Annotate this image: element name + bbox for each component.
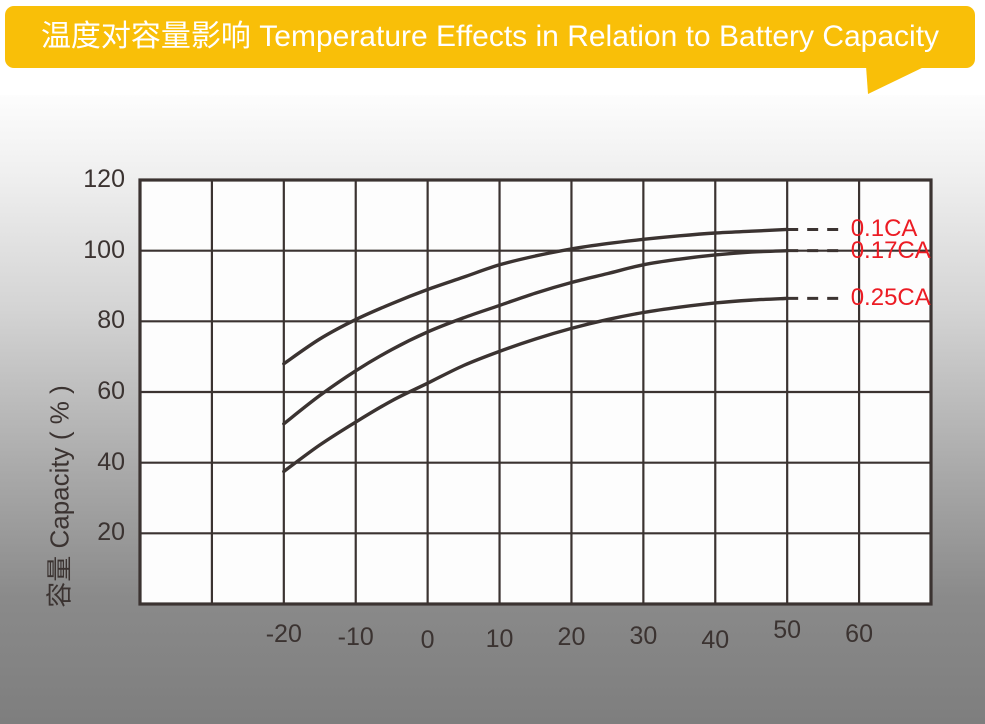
y-tick-label: 60 [97,377,125,405]
series-label-0.17ca: 0.17CA [850,236,931,264]
page-title: 温度对容量影响 Temperature Effects in Relation … [40,20,940,53]
plot-border [138,178,933,606]
y-tick-label: 40 [97,447,125,476]
series-label-0.25ca: 0.25CA [850,284,931,312]
chart-canvas: 20 40 60 80 100 120 -20 -10 0 10 20 30 40 50 60 0.1CA… [0,95,985,724]
leader-lines [787,227,845,300]
banner-tail-icon [866,66,926,94]
x-tick-label: 20 [557,623,586,651]
y-tick-label: 80 [97,306,125,335]
y-tick-label: 120 [83,165,125,193]
data-curves [282,227,789,474]
plot-svg [138,178,933,606]
x-tick-label: -10 [337,623,374,651]
curve-0.25ca [282,296,789,474]
x-tick-label: 40 [701,626,730,654]
horizontal-gridlines [140,249,931,535]
x-tick-label: 10 [485,625,514,653]
series-label-0.1ca: 0.1CA [850,215,918,243]
curve-0.17ca [282,248,789,426]
x-tick-label: 0 [420,626,435,654]
x-tick-label: 60 [845,620,873,648]
y-tick-label: 100 [83,235,125,264]
title-banner: 温度对容量影响 Temperature Effects in Relation … [5,6,975,68]
title-banner-wrapper: 温度对容量影响 Temperature Effects in Relation … [0,0,985,100]
x-tick-label: 50 [773,616,802,644]
y-axis-title: 容量 Capacity ( % ) [44,385,75,608]
curve-0.1ca [282,227,789,366]
x-tick-label: -20 [265,620,302,648]
y-tick-label: 20 [97,518,125,547]
x-tick-label: 30 [629,622,658,650]
